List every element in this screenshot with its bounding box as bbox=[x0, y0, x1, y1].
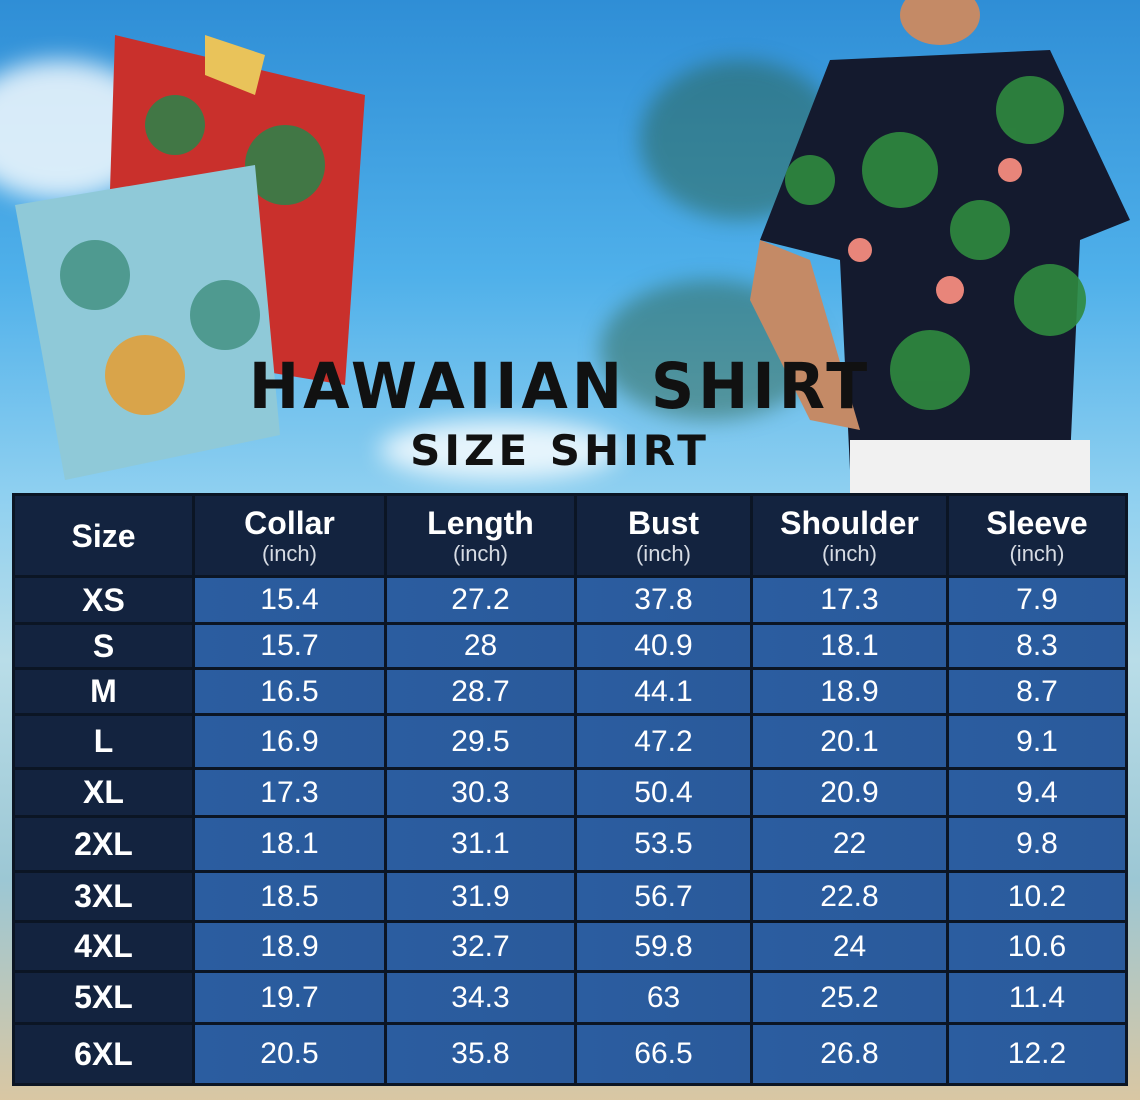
cell-sleeve: 12.2 bbox=[946, 1022, 1128, 1086]
cell-length: 31.1 bbox=[384, 815, 577, 873]
cell-collar: 15.7 bbox=[192, 622, 387, 670]
cell-shoulder: 22.8 bbox=[750, 870, 949, 923]
cell-size: 5XL bbox=[12, 970, 195, 1025]
cell-bust: 50.4 bbox=[574, 767, 753, 818]
table-row: 6XL 20.5 35.8 66.5 26.8 12.2 bbox=[12, 1022, 1128, 1086]
cell-sleeve: 10.2 bbox=[946, 870, 1128, 923]
cell-bust: 37.8 bbox=[574, 575, 753, 625]
table-row: S 15.7 28 40.9 18.1 8.3 bbox=[12, 622, 1128, 670]
cell-collar: 18.9 bbox=[192, 920, 387, 973]
cell-size: XS bbox=[12, 575, 195, 625]
header-size: Size bbox=[12, 493, 195, 578]
table-header-row: Size Collar (inch) Length (inch) Bust (inch… bbox=[12, 493, 1128, 578]
cell-shoulder: 18.1 bbox=[750, 622, 949, 670]
table-row: 3XL 18.5 31.9 56.7 22.8 10.2 bbox=[12, 870, 1128, 923]
cell-length: 35.8 bbox=[384, 1022, 577, 1086]
cell-size: 3XL bbox=[12, 870, 195, 923]
table-row: L 16.9 29.5 47.2 20.1 9.1 bbox=[12, 713, 1128, 770]
cell-bust: 40.9 bbox=[574, 622, 753, 670]
cell-sleeve: 11.4 bbox=[946, 970, 1128, 1025]
cell-length: 31.9 bbox=[384, 870, 577, 923]
cell-length: 30.3 bbox=[384, 767, 577, 818]
cell-length: 32.7 bbox=[384, 920, 577, 973]
cloud bbox=[380, 420, 620, 480]
cell-size: 6XL bbox=[12, 1022, 195, 1086]
cell-collar: 18.1 bbox=[192, 815, 387, 873]
cell-shoulder: 20.9 bbox=[750, 767, 949, 818]
cell-bust: 44.1 bbox=[574, 667, 753, 716]
cell-length: 34.3 bbox=[384, 970, 577, 1025]
cell-bust: 63 bbox=[574, 970, 753, 1025]
cell-shoulder: 26.8 bbox=[750, 1022, 949, 1086]
cell-collar: 19.7 bbox=[192, 970, 387, 1025]
cell-bust: 53.5 bbox=[574, 815, 753, 873]
cell-sleeve: 9.4 bbox=[946, 767, 1128, 818]
cell-bust: 66.5 bbox=[574, 1022, 753, 1086]
cell-sleeve: 9.1 bbox=[946, 713, 1128, 770]
cell-shoulder: 22 bbox=[750, 815, 949, 873]
cell-sleeve: 7.9 bbox=[946, 575, 1128, 625]
cell-sleeve: 9.8 bbox=[946, 815, 1128, 873]
cell-length: 27.2 bbox=[384, 575, 577, 625]
header-bust: Bust (inch) bbox=[574, 493, 753, 578]
cell-sleeve: 10.6 bbox=[946, 920, 1128, 973]
cell-collar: 17.3 bbox=[192, 767, 387, 818]
cell-size: 4XL bbox=[12, 920, 195, 973]
table-row: XS 15.4 27.2 37.8 17.3 7.9 bbox=[12, 575, 1128, 625]
header-shoulder: Shoulder (inch) bbox=[750, 493, 949, 578]
cell-length: 28 bbox=[384, 622, 577, 670]
header-length: Length (inch) bbox=[384, 493, 577, 578]
table-row: XL 17.3 30.3 50.4 20.9 9.4 bbox=[12, 767, 1128, 818]
table-row: 4XL 18.9 32.7 59.8 24 10.6 bbox=[12, 920, 1128, 973]
table-row: M 16.5 28.7 44.1 18.9 8.7 bbox=[12, 667, 1128, 716]
model-shirt-image bbox=[750, 0, 1130, 495]
cell-collar: 16.9 bbox=[192, 713, 387, 770]
cell-sleeve: 8.7 bbox=[946, 667, 1128, 716]
cell-shoulder: 17.3 bbox=[750, 575, 949, 625]
folded-shirts-image bbox=[15, 35, 365, 480]
cell-collar: 16.5 bbox=[192, 667, 387, 716]
cell-size: M bbox=[12, 667, 195, 716]
size-table: Size Collar (inch) Length (inch) Bust (inch… bbox=[12, 493, 1128, 1086]
cell-bust: 59.8 bbox=[574, 920, 753, 973]
cell-shoulder: 25.2 bbox=[750, 970, 949, 1025]
cell-size: 2XL bbox=[12, 815, 195, 873]
cell-shoulder: 24 bbox=[750, 920, 949, 973]
cell-bust: 47.2 bbox=[574, 713, 753, 770]
cell-size: L bbox=[12, 713, 195, 770]
table-row: 5XL 19.7 34.3 63 25.2 11.4 bbox=[12, 970, 1128, 1025]
cell-shoulder: 18.9 bbox=[750, 667, 949, 716]
cell-length: 28.7 bbox=[384, 667, 577, 716]
cell-collar: 15.4 bbox=[192, 575, 387, 625]
table-row: 2XL 18.1 31.1 53.5 22 9.8 bbox=[12, 815, 1128, 873]
chart-title: HAWAIIAN SHIRT bbox=[248, 350, 872, 424]
header-collar: Collar (inch) bbox=[192, 493, 387, 578]
cell-size: S bbox=[12, 622, 195, 670]
chart-subtitle: SIZE SHIRT bbox=[410, 426, 710, 475]
cell-collar: 20.5 bbox=[192, 1022, 387, 1086]
cell-collar: 18.5 bbox=[192, 870, 387, 923]
cell-bust: 56.7 bbox=[574, 870, 753, 923]
cell-length: 29.5 bbox=[384, 713, 577, 770]
cell-size: XL bbox=[12, 767, 195, 818]
cell-sleeve: 8.3 bbox=[946, 622, 1128, 670]
cell-shoulder: 20.1 bbox=[750, 713, 949, 770]
header-sleeve: Sleeve (inch) bbox=[946, 493, 1128, 578]
